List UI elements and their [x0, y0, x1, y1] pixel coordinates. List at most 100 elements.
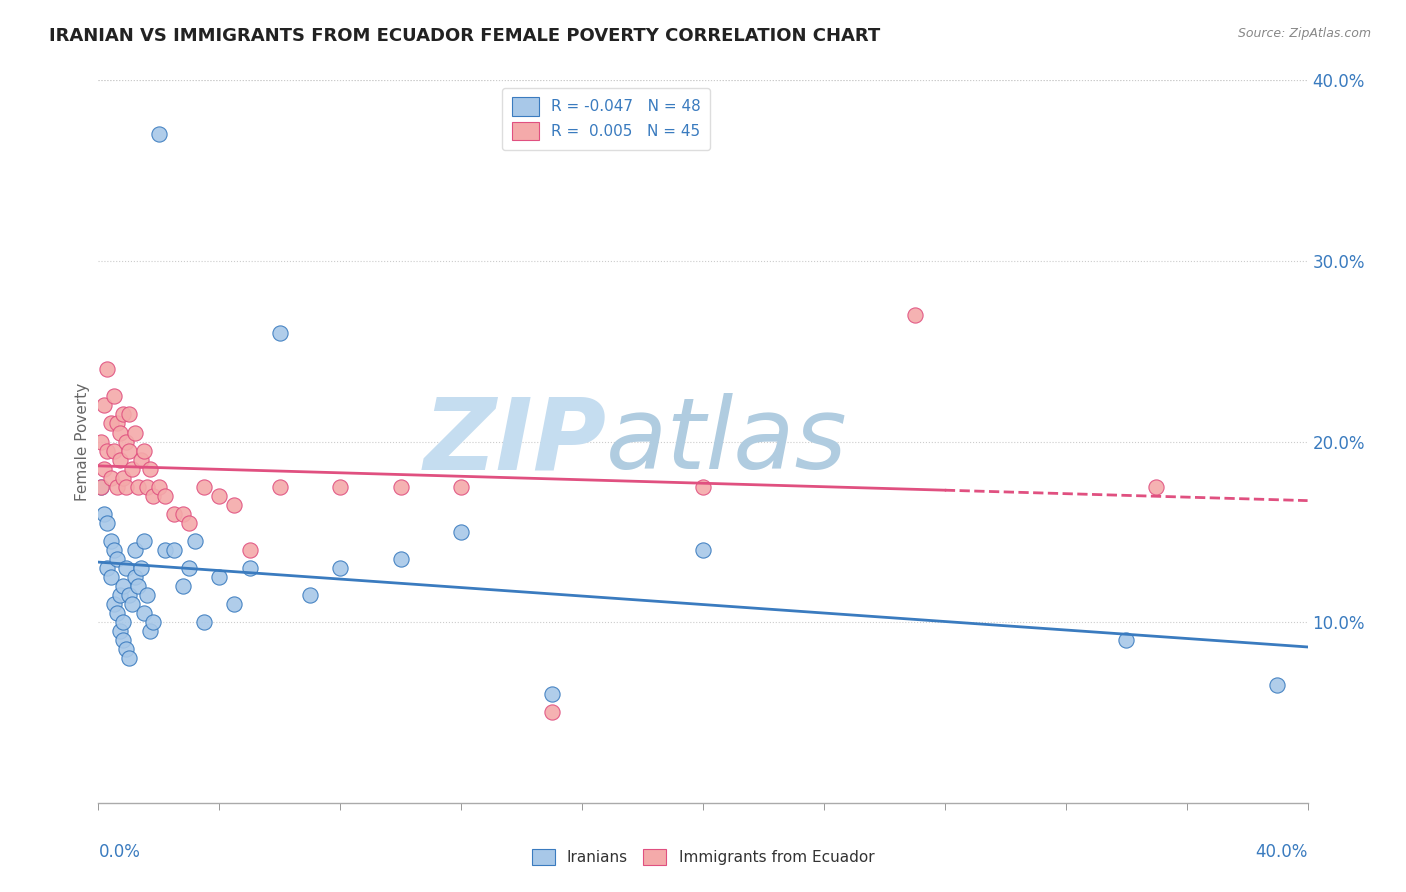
Point: [1115, 633, 1137, 648]
Point: [269, 326, 291, 340]
Point: [184, 533, 207, 548]
Point: [100, 471, 122, 485]
Text: IRANIAN VS IMMIGRANTS FROM ECUADOR FEMALE POVERTY CORRELATION CHART: IRANIAN VS IMMIGRANTS FROM ECUADOR FEMAL…: [49, 27, 880, 45]
Point: [172, 579, 194, 593]
Point: [114, 434, 136, 449]
Point: [135, 480, 157, 494]
Point: [540, 706, 562, 720]
Point: [90, 434, 112, 449]
Point: [105, 552, 128, 566]
Point: [100, 570, 122, 584]
Point: [692, 542, 714, 557]
Point: [329, 561, 352, 575]
Point: [1144, 480, 1167, 494]
Point: [96, 362, 118, 376]
Point: [111, 408, 134, 422]
Point: [172, 507, 194, 521]
Point: [124, 425, 146, 440]
Point: [118, 408, 141, 422]
Point: [96, 561, 118, 575]
Point: [90, 480, 112, 494]
Point: [179, 516, 201, 530]
Point: [132, 606, 155, 620]
Point: [100, 417, 122, 431]
Point: [90, 480, 112, 494]
Point: [692, 480, 714, 494]
Point: [96, 443, 118, 458]
Point: [105, 417, 128, 431]
Point: [111, 471, 134, 485]
Text: 40.0%: 40.0%: [1256, 843, 1308, 861]
Point: [111, 579, 134, 593]
Point: [114, 642, 136, 657]
Point: [135, 588, 157, 602]
Point: [153, 542, 176, 557]
Point: [121, 597, 143, 611]
Point: [142, 489, 165, 503]
Point: [129, 452, 152, 467]
Point: [111, 615, 134, 630]
Legend: R = -0.047   N = 48, R =  0.005   N = 45: R = -0.047 N = 48, R = 0.005 N = 45: [502, 88, 710, 150]
Text: atlas: atlas: [606, 393, 848, 490]
Point: [121, 461, 143, 475]
Point: [299, 588, 322, 602]
Point: [163, 507, 186, 521]
Text: ZIP: ZIP: [423, 393, 606, 490]
Point: [450, 480, 472, 494]
Point: [96, 516, 118, 530]
Point: [163, 542, 186, 557]
Point: [124, 542, 146, 557]
Point: [239, 542, 262, 557]
Point: [129, 561, 152, 575]
Point: [1267, 678, 1289, 692]
Text: Source: ZipAtlas.com: Source: ZipAtlas.com: [1237, 27, 1371, 40]
Point: [139, 461, 162, 475]
Text: 0.0%: 0.0%: [98, 843, 141, 861]
Point: [103, 389, 125, 403]
Point: [269, 480, 291, 494]
Point: [108, 452, 131, 467]
Point: [114, 480, 136, 494]
Point: [450, 524, 472, 539]
Point: [108, 624, 131, 639]
Point: [389, 552, 412, 566]
Point: [329, 480, 352, 494]
Point: [179, 561, 201, 575]
Point: [224, 597, 246, 611]
Point: [153, 489, 176, 503]
Point: [93, 461, 115, 475]
Point: [118, 443, 141, 458]
Point: [132, 533, 155, 548]
Point: [118, 651, 141, 665]
Point: [103, 443, 125, 458]
Point: [114, 561, 136, 575]
Point: [118, 588, 141, 602]
Point: [389, 480, 412, 494]
Point: [127, 480, 149, 494]
Point: [540, 687, 562, 701]
Point: [124, 570, 146, 584]
Point: [93, 398, 115, 412]
Point: [93, 507, 115, 521]
Point: [148, 128, 170, 142]
Point: [105, 606, 128, 620]
Point: [148, 480, 170, 494]
Point: [193, 615, 215, 630]
Point: [904, 308, 927, 322]
Point: [132, 443, 155, 458]
Point: [142, 615, 165, 630]
Legend: Iranians, Immigrants from Ecuador: Iranians, Immigrants from Ecuador: [526, 843, 880, 871]
Point: [208, 489, 231, 503]
Point: [105, 480, 128, 494]
Point: [224, 498, 246, 512]
Point: [108, 588, 131, 602]
Y-axis label: Female Poverty: Female Poverty: [75, 383, 90, 500]
Point: [100, 533, 122, 548]
Point: [193, 480, 215, 494]
Point: [103, 542, 125, 557]
Point: [208, 570, 231, 584]
Point: [111, 633, 134, 648]
Point: [139, 624, 162, 639]
Point: [127, 579, 149, 593]
Point: [239, 561, 262, 575]
